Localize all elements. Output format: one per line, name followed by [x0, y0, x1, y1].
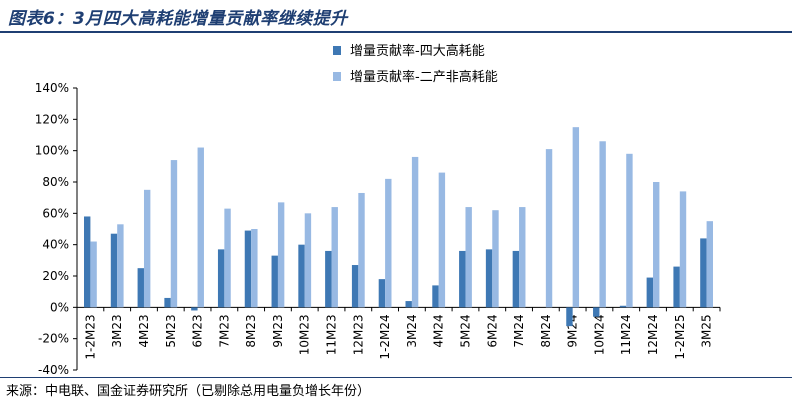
- bar-high-energy: [566, 307, 573, 327]
- bar-non-high-energy: [438, 172, 446, 308]
- bar-high-energy: [378, 279, 386, 308]
- bar-high-energy: [164, 297, 171, 308]
- x-tick-label: 3M24: [405, 314, 419, 347]
- bar-non-high-energy: [519, 207, 526, 308]
- bar-high-energy: [512, 250, 520, 308]
- bar-non-high-energy: [143, 189, 151, 308]
- x-tick-label: 6M23: [191, 314, 205, 347]
- axis-layer: -40% -20% 0% 20% 40% 60% 80% 100% 120% 140% 1-2M23…: [35, 81, 721, 377]
- bar-non-high-energy: [331, 207, 338, 308]
- x-tick-label: 4M24: [432, 314, 446, 347]
- bar-non-high-energy: [465, 207, 472, 308]
- bar-non-high-energy: [411, 156, 419, 308]
- legend-swatch: [333, 72, 341, 81]
- x-tick-label: 7M23: [217, 314, 231, 347]
- bar-high-energy: [84, 216, 91, 308]
- y-tick-label: -20%: [38, 332, 69, 346]
- bar-high-energy: [137, 268, 144, 308]
- x-tick-label: 12M23: [351, 314, 365, 355]
- x-tick-label: 6M24: [485, 314, 499, 347]
- legend: 增量贡献率-四大高耗能增量贡献率-二产非高耗能: [333, 43, 498, 85]
- x-tick-label: 12M24: [646, 314, 660, 355]
- legend-label: 增量贡献率-二产非高耗能: [350, 69, 498, 85]
- y-tick-label: 120%: [35, 112, 69, 126]
- bar-high-energy: [271, 255, 278, 308]
- bar-non-high-energy: [572, 127, 580, 308]
- bar-high-energy: [485, 249, 493, 308]
- bar-high-energy: [432, 285, 439, 308]
- title-rule: [0, 31, 792, 33]
- y-tick-label: 0%: [50, 300, 69, 314]
- bar-high-energy: [351, 265, 359, 308]
- y-tick-label: 140%: [35, 81, 69, 95]
- bar-non-high-energy: [170, 160, 178, 308]
- chart-title: 图表6：3月四大高耗能增量贡献率继续提升: [8, 9, 348, 29]
- legend-swatch: [333, 46, 341, 55]
- y-tick-label: -40%: [38, 363, 69, 377]
- x-tick-label: 10M24: [592, 314, 606, 355]
- bar-non-high-energy: [117, 224, 124, 308]
- x-tick-label: 1-2M24: [378, 314, 392, 359]
- x-tick-label: 9M23: [271, 314, 285, 347]
- x-tick-label: 8M23: [244, 314, 258, 347]
- bar-non-high-energy: [277, 202, 285, 308]
- bar-non-high-energy: [599, 141, 606, 308]
- x-tick-label: 3M23: [110, 314, 124, 347]
- bar-non-high-energy: [224, 208, 231, 308]
- bar-high-energy: [593, 307, 600, 317]
- x-tick-label: 5M23: [164, 314, 178, 347]
- bar-non-high-energy: [545, 149, 553, 308]
- bar-high-energy: [217, 249, 225, 308]
- bar-non-high-energy: [197, 147, 204, 308]
- x-tick-label: 5M24: [458, 314, 472, 347]
- y-tick-label: 60%: [42, 206, 69, 220]
- bar-non-high-energy: [251, 229, 258, 308]
- bar-high-energy: [646, 277, 654, 308]
- bar-high-energy: [298, 244, 305, 308]
- bar-non-high-energy: [385, 178, 392, 308]
- bar-non-high-energy: [706, 221, 713, 308]
- bar-non-high-energy: [492, 210, 499, 308]
- x-tick-label: 8M24: [539, 314, 553, 347]
- bar-layer: [84, 127, 713, 327]
- bar-high-energy: [405, 301, 412, 308]
- source-rule: [0, 377, 792, 378]
- x-tick-label: 3M25: [700, 314, 714, 347]
- legend-label: 增量贡献率-四大高耗能: [350, 43, 485, 59]
- x-tick-label: 1-2M25: [673, 314, 687, 359]
- x-tick-label: 11M23: [325, 314, 339, 355]
- bar-high-energy: [191, 307, 198, 311]
- bar-high-energy: [110, 233, 118, 308]
- source-note: 来源：中电联、国金证券研究所（已剔除总用电量负增长年份）: [6, 384, 371, 399]
- bar-non-high-energy: [626, 153, 633, 308]
- y-tick-label: 80%: [42, 175, 69, 189]
- bar-non-high-energy: [653, 182, 660, 308]
- bar-non-high-energy: [304, 213, 312, 308]
- bar-high-energy: [673, 266, 680, 308]
- x-tick-label: 11M24: [619, 314, 633, 355]
- x-tick-label: 4M23: [137, 314, 151, 347]
- bar-high-energy: [459, 250, 466, 308]
- bar-non-high-energy: [358, 192, 365, 308]
- bar-high-energy: [700, 238, 707, 308]
- bar-high-energy: [244, 230, 252, 308]
- x-tick-label: 10M23: [298, 314, 312, 355]
- y-tick-label: 20%: [42, 269, 69, 283]
- bar-high-energy: [619, 305, 627, 308]
- x-tick-label: 7M24: [512, 314, 526, 347]
- x-tick-label: 1-2M23: [83, 314, 97, 359]
- y-tick-label: 40%: [42, 238, 69, 252]
- y-tick-label: 100%: [35, 144, 69, 158]
- bar-high-energy: [325, 250, 332, 308]
- bar-non-high-energy: [90, 241, 97, 308]
- bar-non-high-energy: [679, 191, 687, 308]
